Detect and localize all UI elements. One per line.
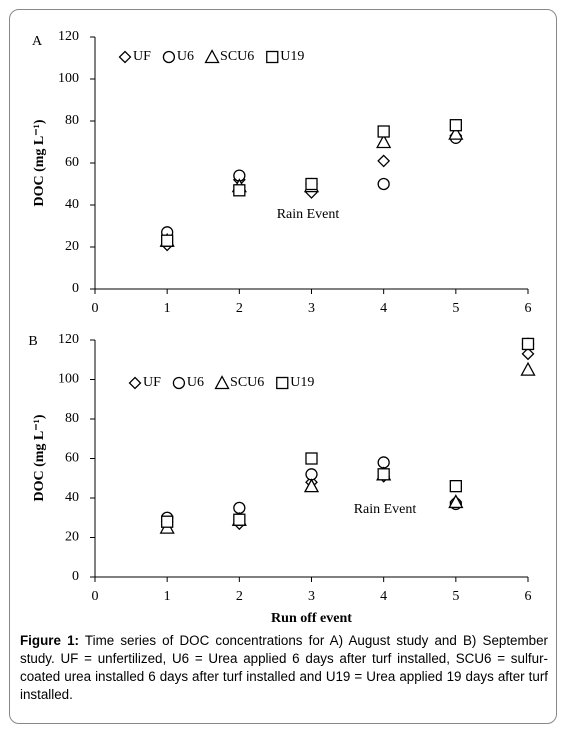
legend-label: SCU6 (220, 49, 254, 64)
caption-text: Time series of DOC concentrations for A)… (20, 633, 549, 702)
y-tick-label: 80 (65, 411, 79, 426)
caption: Figure 1: Time series of DOC concentrati… (20, 632, 548, 704)
x-tick-label: 2 (236, 301, 243, 316)
x-axis-label: Run off event (271, 611, 352, 626)
panel-label: B (28, 334, 37, 349)
y-tick-label: 20 (65, 530, 79, 545)
caption-label: Figure 1: (20, 633, 79, 648)
legend-label: U6 (177, 49, 194, 64)
marker-square (276, 376, 289, 390)
marker-diamond (521, 347, 535, 361)
y-axis-label: DOC (mg L⁻¹) (32, 414, 47, 501)
marker-triangle (376, 134, 392, 149)
x-tick-label: 1 (164, 301, 171, 316)
x-tick-label: 4 (380, 301, 387, 316)
marker-square (305, 452, 318, 465)
y-tick-label: 120 (58, 332, 79, 347)
x-tick-label: 6 (525, 301, 532, 316)
marker-square (161, 515, 174, 528)
y-tick-label: 80 (65, 113, 79, 128)
y-tick-label: 40 (65, 197, 79, 212)
legend-label: UF (143, 375, 161, 390)
marker-triangle (204, 49, 220, 64)
y-tick-label: 100 (58, 71, 79, 86)
y-tick-label: 100 (58, 372, 79, 387)
x-tick-label: 5 (452, 301, 459, 316)
marker-diamond (118, 50, 132, 64)
marker-triangle (448, 494, 464, 509)
legend-label: U19 (290, 375, 314, 390)
marker-circle (305, 468, 318, 481)
annotation: Rain Event (277, 207, 340, 222)
marker-square (233, 513, 246, 526)
y-tick-label: 40 (65, 490, 79, 505)
marker-square (449, 479, 462, 493)
legend-label: U6 (187, 375, 204, 390)
x-tick-label: 5 (452, 589, 459, 604)
legend-label: U19 (280, 49, 304, 64)
marker-square (449, 119, 462, 132)
legend-label: UF (133, 49, 151, 64)
x-tick-label: 6 (525, 589, 532, 604)
y-tick-label: 0 (72, 281, 79, 296)
x-tick-label: 4 (380, 589, 387, 604)
marker-circle (172, 376, 186, 390)
marker-circle (162, 50, 176, 64)
marker-square (161, 234, 174, 247)
x-tick-label: 1 (164, 589, 171, 604)
marker-square (266, 50, 279, 64)
marker-square (233, 184, 246, 197)
marker-circle (377, 177, 390, 191)
y-tick-label: 0 (72, 569, 79, 584)
y-tick-label: 20 (65, 239, 79, 254)
marker-triangle (214, 375, 230, 390)
marker-circle (377, 456, 390, 469)
marker-circle (233, 501, 246, 515)
y-tick-label: 120 (58, 29, 79, 44)
panel-label: A (32, 34, 43, 49)
x-tick-label: 2 (236, 589, 243, 604)
y-axis-label: DOC (mg L⁻¹) (32, 119, 47, 206)
marker-square (521, 337, 535, 351)
marker-square (305, 177, 318, 191)
legend-label: SCU6 (230, 375, 264, 390)
y-tick-label: 60 (65, 155, 79, 170)
marker-diamond (377, 154, 391, 168)
marker-square (377, 468, 390, 481)
annotation: Rain Event (354, 502, 417, 517)
marker-triangle (303, 478, 320, 493)
marker-triangle (448, 125, 464, 140)
marker-square (377, 125, 390, 138)
x-tick-label: 0 (92, 301, 99, 316)
x-tick-label: 0 (92, 589, 99, 604)
marker-triangle (520, 361, 536, 376)
x-tick-label: 3 (308, 589, 315, 604)
y-tick-label: 60 (65, 451, 79, 466)
marker-diamond (128, 376, 142, 390)
frame (9, 9, 557, 724)
x-tick-label: 3 (308, 301, 315, 316)
